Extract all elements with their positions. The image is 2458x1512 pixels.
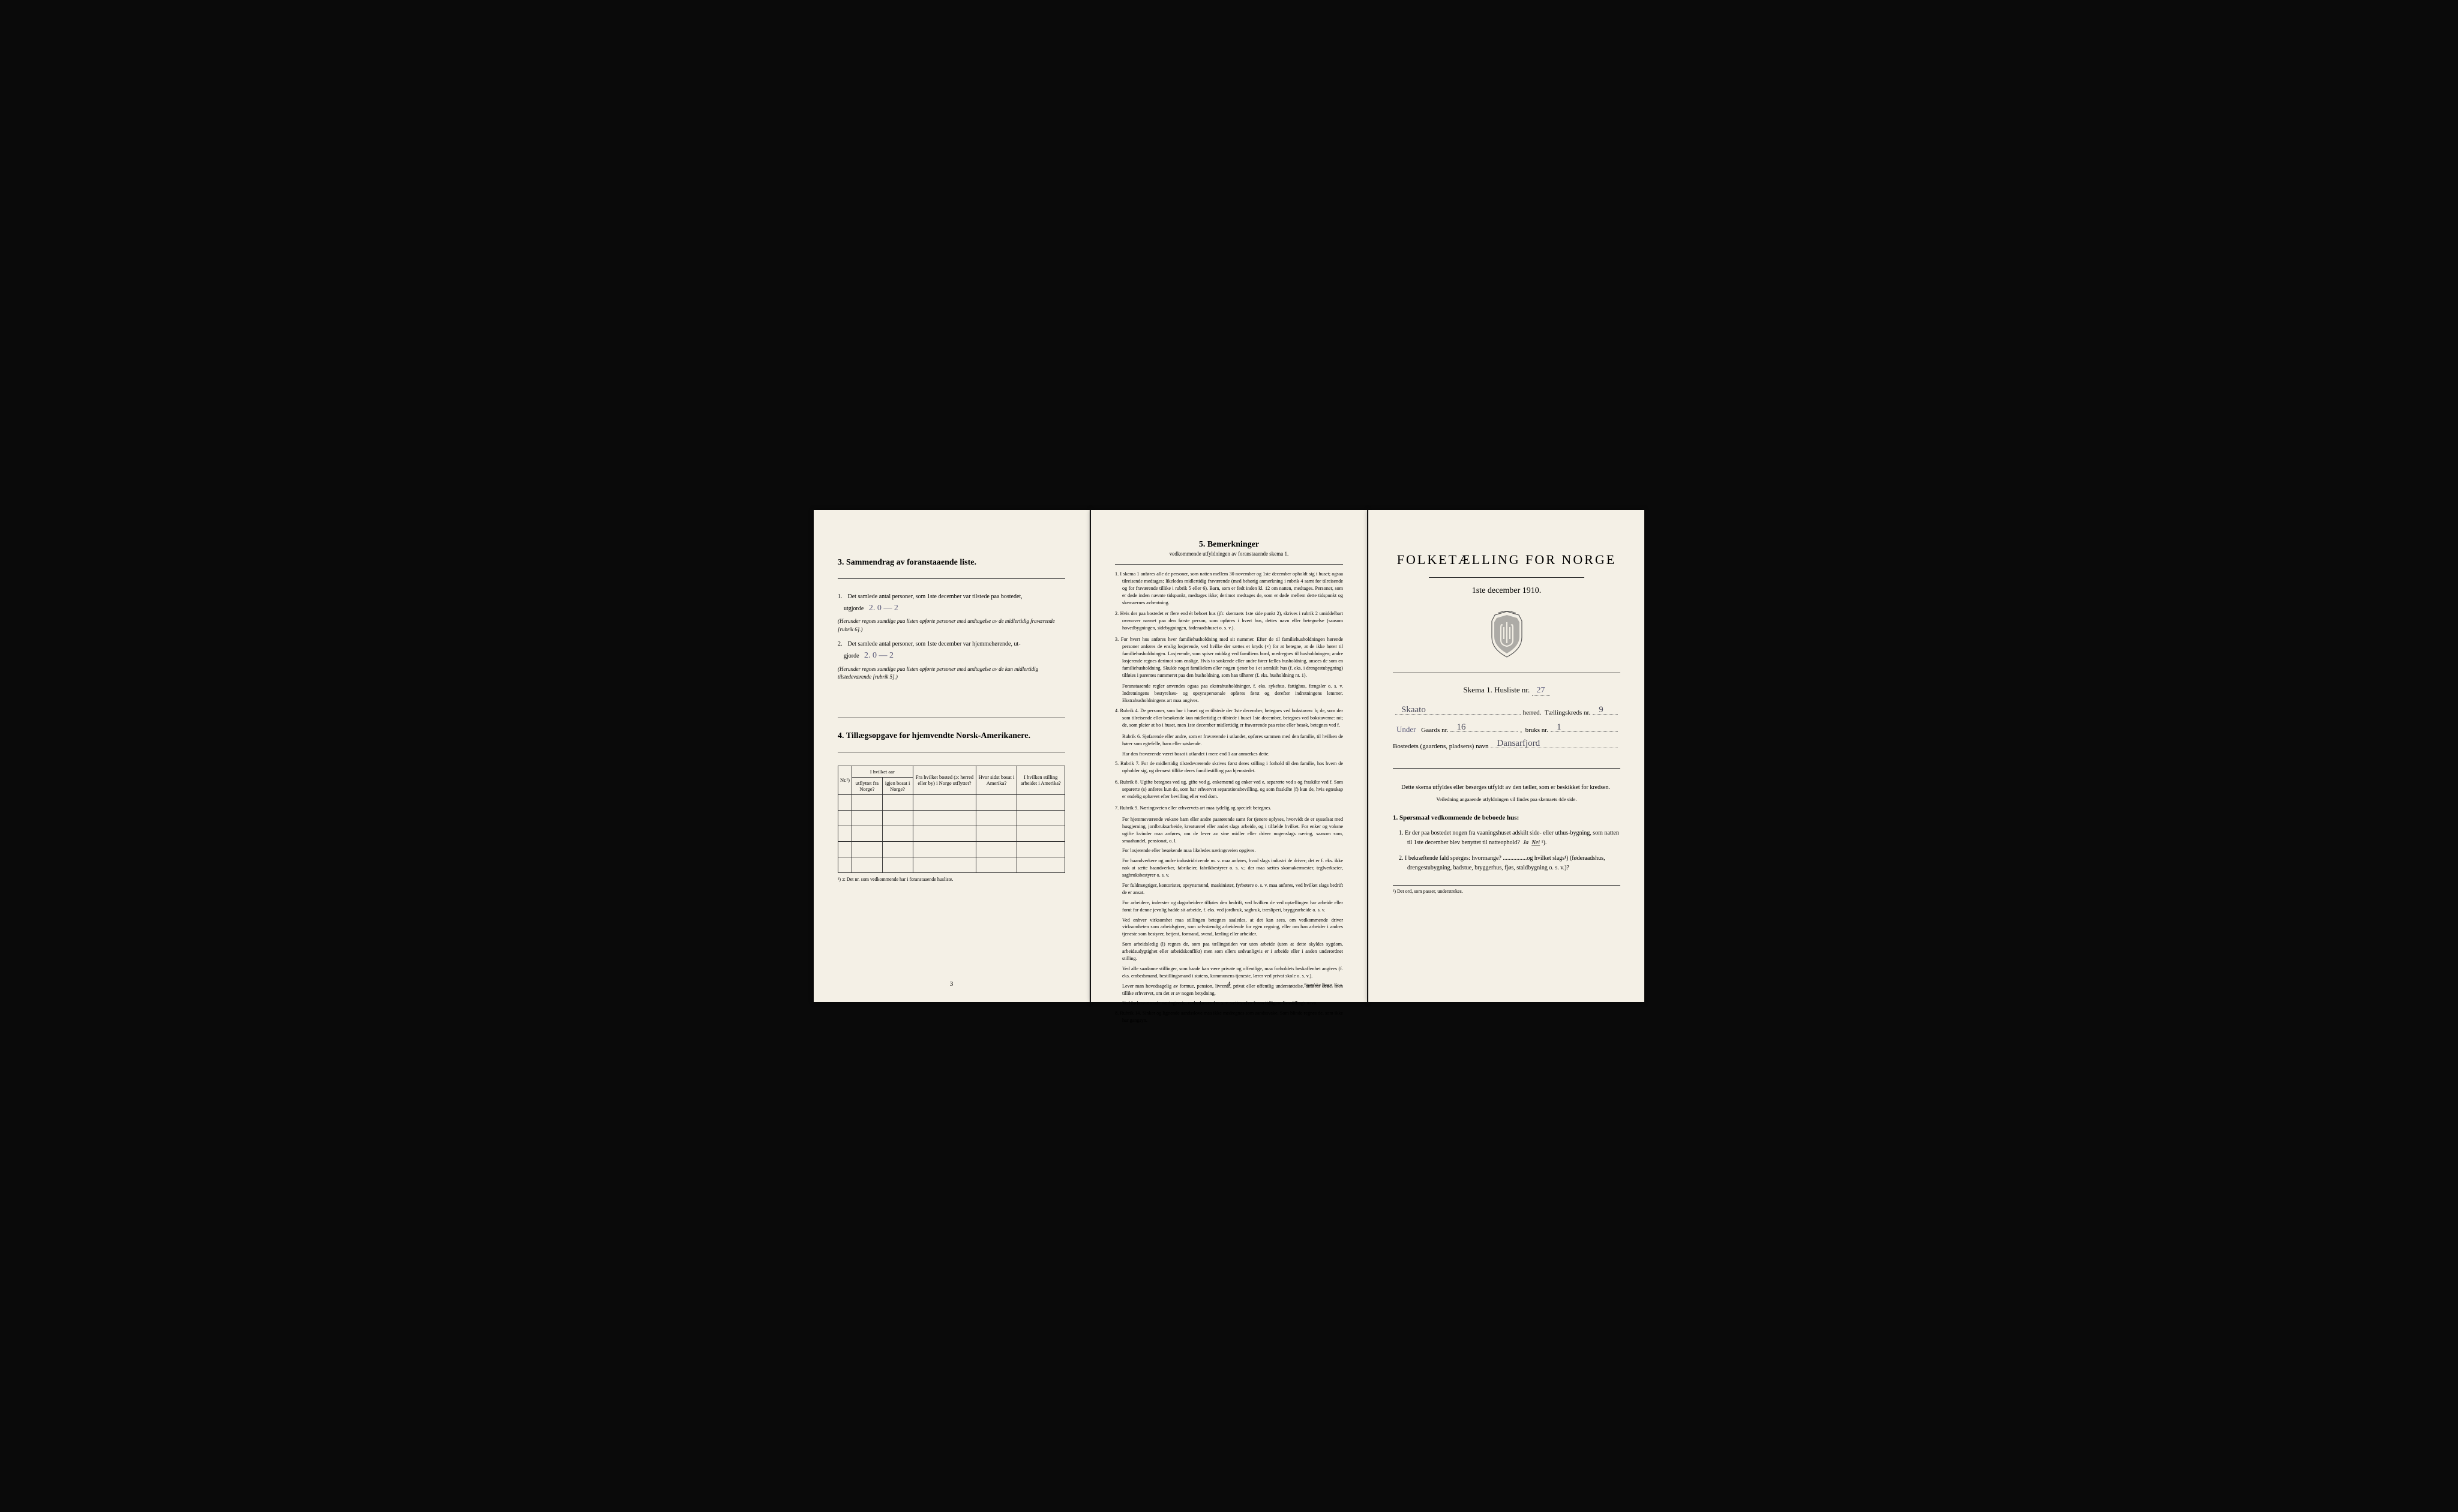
- bemerk-7: 7. Rubrik 9. Næringsveien eller erhverve…: [1115, 805, 1343, 812]
- bemerk-3: 3. For hvert hus anføres hver familiehus…: [1115, 636, 1343, 679]
- bemerk-7-para: Som arbeidsledig (l) regnes de, som paa …: [1115, 941, 1343, 962]
- page-4: 5. Bemerkninger vedkommende utfyldningen…: [1091, 510, 1367, 1002]
- col-aar-header: I hvilket aar: [852, 766, 913, 777]
- bosted-line: Bostedets (gaardens, pladsens) navn Dans…: [1393, 743, 1620, 750]
- divider: [1115, 564, 1343, 565]
- document-spread: 3. Sammendrag av foranstaaende liste. 1.…: [814, 510, 1644, 1002]
- bemerk-4-para: Har den fraværende været bosat i utlande…: [1115, 751, 1343, 758]
- instruction-small: Veiledning angaaende utfyldningen vil fi…: [1393, 796, 1620, 802]
- bemerk-3-para: Foranstaaende regler anvendes ogsaa paa …: [1115, 683, 1343, 704]
- bemerk-1: 1. I skema 1 anføres alle de personer, s…: [1115, 571, 1343, 606]
- bosted-handwritten: Dansarfjord: [1497, 739, 1540, 749]
- divider: [1429, 577, 1584, 578]
- bemerkninger-subtitle: vedkommende utfyldningen av foranstaaend…: [1115, 551, 1343, 557]
- gaards-line: Under Gaards nr. 16, bruks nr. 1: [1393, 725, 1620, 734]
- section-4-heading: 4. Tillægsopgave for hjemvendte Norsk-Am…: [838, 731, 1065, 741]
- footnote: ¹) Det ord, som passer, understrekes.: [1393, 885, 1620, 894]
- divider: [1393, 768, 1620, 769]
- divider: [838, 578, 1065, 579]
- bemerk-7-para: For haandverkere og andre industridriven…: [1115, 857, 1343, 879]
- printer-mark: Steen'ske Bogtr. Kr.a.: [1304, 982, 1343, 988]
- gaards-nr: 16: [1456, 722, 1465, 733]
- question-1: 1. Er der paa bostedet nogen fra vaaning…: [1393, 829, 1620, 848]
- handwritten-count-1: 2. 0 — 2: [865, 602, 902, 615]
- item-number: 2.: [838, 640, 846, 649]
- bemerk-7-para: Ved forhenværende næringsveie, embedsmæn…: [1115, 1000, 1343, 1007]
- husliste-nr: 27: [1532, 686, 1550, 696]
- nei-option: Nei: [1531, 839, 1540, 846]
- bemerk-7-para: For fuldmægtiger, kontorister, opsynsmæn…: [1115, 882, 1343, 896]
- table-row: [838, 857, 1065, 872]
- census-title: FOLKETÆLLING FOR NORGE: [1393, 552, 1620, 568]
- ja-option: Ja: [1523, 839, 1528, 846]
- table-row: [838, 810, 1065, 826]
- bemerk-4: 4. Rubrik 4. De personer, som bor i huse…: [1115, 707, 1343, 729]
- question-heading: 1. Spørsmaal vedkommende de beboede hus:: [1393, 814, 1620, 821]
- bemerk-6: 6. Rubrik 8. Ugifte betegnes ved ug, gif…: [1115, 779, 1343, 800]
- bemerk-7-para: Ved alle saadanne stillinger, som baade …: [1115, 965, 1343, 980]
- item-1-note: (Herunder regnes samtlige paa listen opf…: [838, 617, 1065, 634]
- table-row: [838, 841, 1065, 857]
- item-2-note: (Herunder regnes samtlige paa listen opf…: [838, 665, 1065, 682]
- col-stilling: I hvilken stilling arbeidet i Amerika?: [1017, 766, 1065, 794]
- bemerk-7-para: Ved enhver virksomhet maa stillingen bet…: [1115, 917, 1343, 938]
- instruction-text: Dette skema utfyldes eller besørges utfy…: [1393, 783, 1620, 793]
- bemerk-7-para: For losjerende eller besøkende maa likel…: [1115, 847, 1343, 854]
- bemerkninger-title: 5. Bemerkninger: [1115, 540, 1343, 550]
- handwritten-count-2: 2. 0 — 2: [861, 649, 897, 662]
- amerika-table: Nr.¹) I hvilket aar Fra hvilket bosted (…: [838, 766, 1065, 873]
- bemerk-5: 5. Rubrik 7. For de midlertidig tilstede…: [1115, 760, 1343, 775]
- col-nr: Nr.¹): [838, 766, 852, 794]
- coat-of-arms-icon: [1486, 610, 1528, 658]
- item-2: 2. Det samlede antal personer, som 1ste …: [838, 640, 1065, 681]
- col-sidst: Hvor sidst bosat i Amerika?: [976, 766, 1017, 794]
- page-3: 3. Sammendrag av foranstaaende liste. 1.…: [814, 510, 1090, 1002]
- col-aar-b: igjen bosat i Norge?: [882, 777, 913, 794]
- bemerk-4-para: Rubrik 6. Sjøfarende eller andre, som er…: [1115, 733, 1343, 748]
- census-date: 1ste december 1910.: [1393, 586, 1620, 596]
- kreds-nr: 9: [1599, 705, 1603, 715]
- bruks-nr: 1: [1557, 722, 1561, 733]
- table-row: [838, 826, 1065, 841]
- table-row: [838, 794, 1065, 810]
- under-handwritten: Under: [1393, 725, 1420, 734]
- table-footnote: ¹) ɔ: Det nr. som vedkommende har i fora…: [838, 877, 1065, 882]
- col-aar-a: utflyttet fra Norge?: [852, 777, 883, 794]
- bemerk-2: 2. Hvis der paa bostedet er flere end ét…: [1115, 610, 1343, 632]
- item-number: 1.: [838, 592, 846, 602]
- herred-line: Skaato herred. Tællingskreds nr. 9: [1393, 709, 1620, 716]
- question-2: 2. I bekræftende fald spørges: hvormange…: [1393, 854, 1620, 873]
- bemerk-7-para: For arbeidere, inderster og dagarbeidere…: [1115, 899, 1343, 914]
- herred-handwritten: Skaato: [1401, 705, 1426, 715]
- bemerk-7-para: For hjemmeværende voksne barn eller andr…: [1115, 816, 1343, 845]
- page-number: 3: [814, 980, 1089, 988]
- page-1-cover: FOLKETÆLLING FOR NORGE 1ste december 191…: [1368, 510, 1644, 1002]
- skema-line: Skema 1. Husliste nr. 27: [1393, 685, 1620, 696]
- item-1: 1. Det samlede antal personer, som 1ste …: [838, 592, 1065, 634]
- section-3-heading: 3. Sammendrag av foranstaaende liste.: [838, 558, 1065, 568]
- col-bosted: Fra hvilket bosted (ɔ: herred eller by) …: [913, 766, 976, 794]
- bemerk-8: 8. Rubrik 14. Sinker og lignende aandssl…: [1115, 1010, 1343, 1024]
